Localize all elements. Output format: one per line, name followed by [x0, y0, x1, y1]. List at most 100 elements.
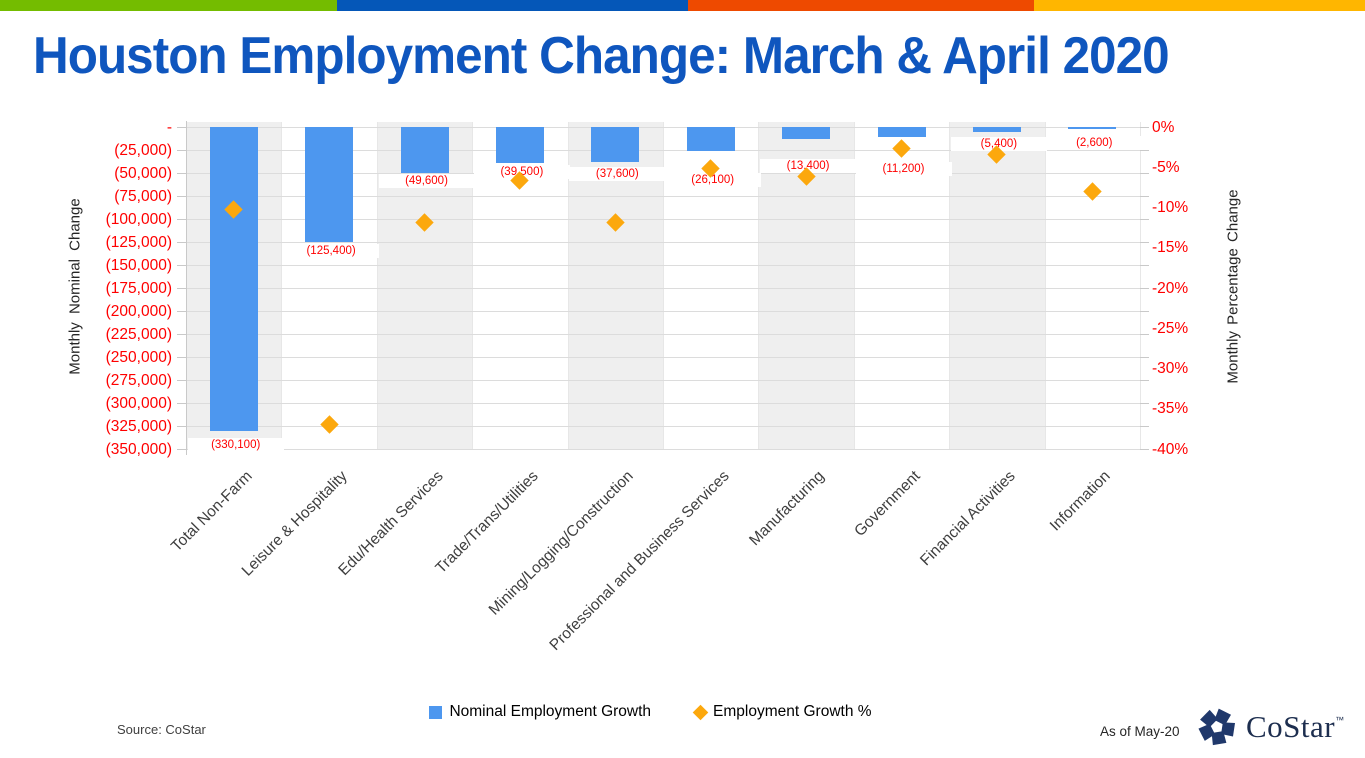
- grid-line: [186, 357, 1140, 358]
- left-axis-tick: [177, 380, 186, 381]
- right-axis-label: -35%: [1152, 400, 1189, 418]
- left-axis-tick: [177, 173, 186, 174]
- left-axis-label: (175,000): [105, 279, 172, 297]
- bar-label-leisure-hospitality: (125,400): [283, 244, 380, 259]
- bar-label-total-non-farm: (330,100): [187, 437, 284, 452]
- left-axis-tick: [177, 265, 186, 266]
- accent-bar-segment-3: [688, 0, 1034, 11]
- left-axis-label: (350,000): [105, 440, 172, 458]
- bar-total-non-farm: [209, 127, 258, 431]
- category-boundary-line: [853, 122, 855, 449]
- left-axis-label: (200,000): [105, 302, 172, 320]
- left-axis-label: (300,000): [105, 394, 172, 412]
- category-boundary-line: [567, 122, 569, 449]
- grid-line: [186, 288, 1140, 289]
- bar-edu-health-services: [400, 127, 449, 173]
- category-boundary-line: [1140, 122, 1141, 449]
- bar-label-information: (2,600): [1046, 136, 1143, 151]
- right-axis-tick: [1140, 288, 1149, 289]
- bar-government: [877, 127, 926, 138]
- bar-trade-trans-utilities: [495, 127, 544, 164]
- left-axis-label: (125,000): [105, 233, 172, 251]
- left-axis-tick: [177, 242, 186, 243]
- left-axis-tick: [177, 311, 186, 312]
- right-axis-tick: [1140, 311, 1149, 312]
- source-note: Source: CoStar: [117, 722, 206, 737]
- left-axis-label: (250,000): [105, 348, 172, 366]
- chart-legend: Nominal Employment Growth Employment Gro…: [0, 703, 1333, 721]
- costar-pinwheel-icon: [1198, 708, 1236, 746]
- right-axis-tick: [1140, 173, 1149, 174]
- right-axis-label: -20%: [1152, 279, 1189, 297]
- accent-bar-segment-2: [337, 0, 688, 11]
- right-axis-tick: [1140, 426, 1149, 427]
- legend-item-nominal: Nominal Employment Growth: [429, 703, 651, 721]
- grid-line: [186, 127, 1140, 128]
- category-boundary-line: [949, 122, 951, 449]
- left-axis-tick: [177, 403, 186, 404]
- right-axis-label: -30%: [1152, 360, 1189, 377]
- right-axis-label: 0%: [1152, 118, 1175, 136]
- right-axis-label: -25%: [1152, 319, 1189, 337]
- bar-professional-and-business-services: [686, 127, 735, 151]
- left-axis-label: (150,000): [105, 256, 172, 274]
- left-axis-label: (25,000): [114, 141, 172, 159]
- bar-label-trade-trans-utilities: (39,500): [473, 165, 570, 180]
- right-axis-tick: [1140, 449, 1149, 450]
- bar-information: [1068, 127, 1117, 130]
- accent-bar-segment-4: [1034, 0, 1365, 11]
- grid-line: [186, 219, 1140, 220]
- legend-label-nominal: Nominal Employment Growth: [449, 703, 652, 720]
- bar-label-mining-logging-construction: (37,600): [569, 166, 666, 181]
- top-brand-bar: [0, 0, 1365, 11]
- left-axis-tick: [177, 127, 186, 128]
- costar-logo: CoStar™: [1196, 705, 1344, 749]
- right-axis-tick: [1140, 265, 1149, 266]
- as-of-note: As of May-20: [1100, 724, 1180, 739]
- right-axis-label: -10%: [1152, 199, 1189, 216]
- grid-line: [186, 334, 1140, 335]
- page-title: Houston Employment Change: March & April…: [33, 27, 1170, 85]
- right-axis-label: -40%: [1152, 440, 1189, 458]
- right-axis-tick: [1140, 127, 1149, 128]
- left-axis-tick: [177, 219, 186, 220]
- left-axis-label: -: [166, 118, 172, 136]
- left-axis-tick: [177, 196, 186, 197]
- bar-mining-logging-construction: [591, 127, 640, 162]
- left-axis-tick: [177, 334, 186, 335]
- bar-leisure-hospitality: [305, 127, 354, 243]
- category-band: [949, 122, 1045, 449]
- bar-label-edu-health-services: (49,600): [378, 173, 475, 188]
- right-axis-tick: [1140, 357, 1149, 358]
- grid-line: [186, 150, 1140, 151]
- left-axis-tick: [177, 150, 186, 151]
- left-axis-label: (50,000): [114, 164, 172, 182]
- bar-manufacturing: [782, 127, 831, 140]
- bar-financial-activities: [972, 127, 1021, 132]
- bar-label-professional-and-business-services: (26,100): [664, 173, 761, 187]
- left-axis-label: (100,000): [105, 210, 172, 228]
- grid-line: [186, 311, 1140, 312]
- bar-label-financial-activities: (5,400): [950, 137, 1047, 151]
- grid-line: [186, 380, 1140, 381]
- bar-label-government: (11,200): [855, 162, 952, 177]
- right-axis-tick: [1140, 334, 1149, 335]
- right-axis-tick: [1140, 150, 1149, 151]
- right-axis-label: -15%: [1152, 239, 1189, 257]
- left-axis-tick: [177, 288, 186, 289]
- legend-square-icon: [429, 705, 443, 719]
- grid-line: [186, 265, 1140, 266]
- legend-item-percent: Employment Growth %: [692, 703, 872, 721]
- grid-line: [186, 196, 1140, 197]
- left-axis-label: (75,000): [114, 187, 172, 205]
- left-axis-tick: [177, 357, 186, 358]
- right-axis-tick: [1140, 242, 1149, 243]
- left-axis-label: (275,000): [105, 371, 172, 389]
- left-axis-tick: [177, 449, 186, 450]
- left-axis-line: [186, 121, 187, 455]
- bar-label-manufacturing: (13,400): [760, 159, 857, 174]
- right-axis-tick: [1140, 403, 1149, 404]
- left-axis-label: (225,000): [105, 325, 172, 343]
- grid-line: [186, 242, 1140, 243]
